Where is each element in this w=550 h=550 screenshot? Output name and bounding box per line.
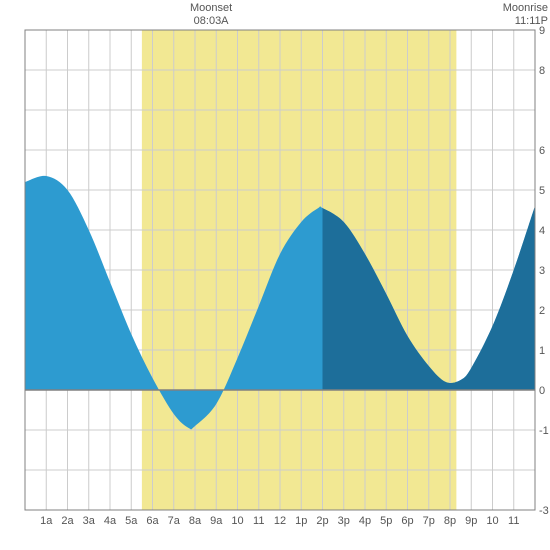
ytick: 1	[539, 345, 545, 357]
ytick: 0	[539, 385, 545, 397]
xtick: 7a	[168, 515, 181, 527]
moonset-label: Moonset	[190, 2, 232, 15]
xtick: 12	[274, 515, 286, 527]
xtick: 1p	[295, 515, 307, 527]
tide-chart: -3-10123456891a2a3a4a5a6a7a8a9a1011121p2…	[0, 0, 550, 550]
xtick: 4p	[359, 515, 371, 527]
moonset-header: Moonset 08:03A	[190, 2, 232, 28]
xtick: 3p	[338, 515, 350, 527]
xtick: 5a	[125, 515, 138, 527]
xtick: 8a	[189, 515, 202, 527]
ytick: 4	[539, 225, 545, 237]
ytick: 8	[539, 65, 545, 77]
xtick: 8p	[444, 515, 456, 527]
ytick: 5	[539, 185, 545, 197]
xtick: 5p	[380, 515, 392, 527]
xtick: 2p	[316, 515, 328, 527]
xtick: 9a	[210, 515, 223, 527]
ytick: -1	[539, 425, 549, 437]
ytick: 2	[539, 305, 545, 317]
ytick: -3	[539, 505, 549, 517]
xtick: 11	[253, 515, 264, 527]
ytick: 6	[539, 145, 545, 157]
moonset-time: 08:03A	[190, 15, 232, 28]
xtick: 2a	[61, 515, 74, 527]
moonrise-header: Moonrise 11:11P	[503, 2, 548, 28]
xtick: 11	[508, 515, 519, 527]
ytick: 3	[539, 265, 545, 277]
xtick: 9p	[465, 515, 477, 527]
xtick: 3a	[83, 515, 96, 527]
xtick: 10	[486, 515, 498, 527]
xtick: 7p	[423, 515, 435, 527]
xtick: 1a	[40, 515, 53, 527]
moonrise-label: Moonrise	[503, 2, 548, 15]
xtick: 10	[231, 515, 243, 527]
xtick: 4a	[104, 515, 117, 527]
xtick: 6a	[146, 515, 159, 527]
moonrise-time: 11:11P	[503, 15, 548, 28]
xtick: 6p	[401, 515, 413, 527]
